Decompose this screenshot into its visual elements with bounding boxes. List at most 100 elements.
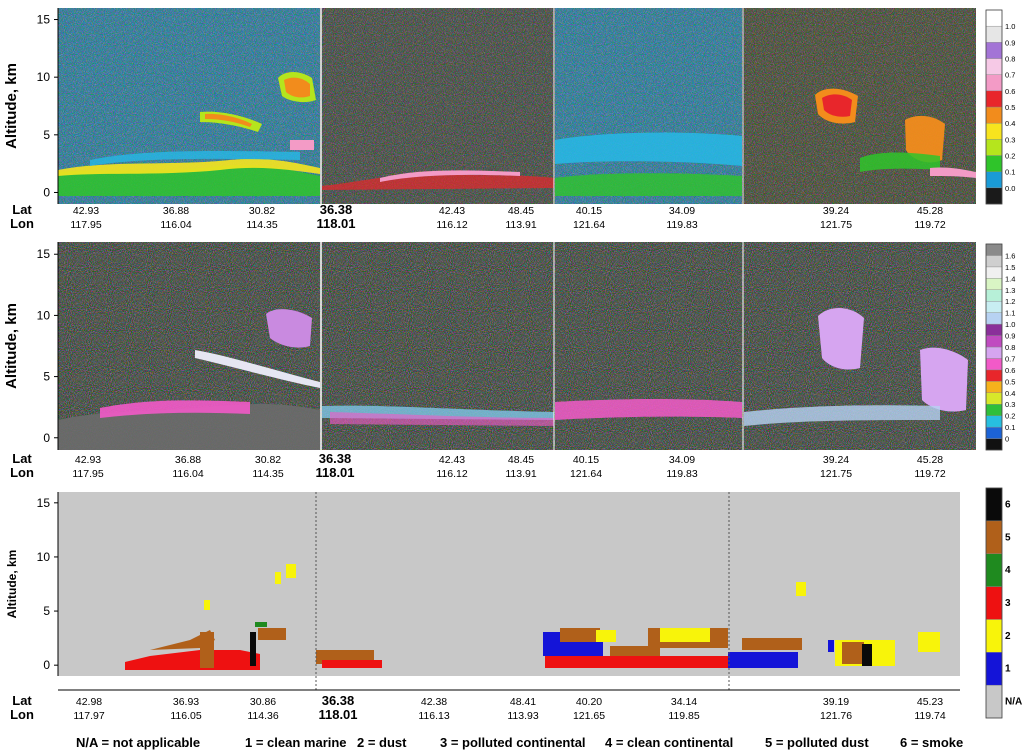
colorbar-tick-label: 1.4 [1005, 274, 1015, 283]
depol-high-cloud-1 [266, 309, 312, 348]
colorbar-tick-label: N/A [1005, 697, 1022, 708]
colorbar-frame [985, 243, 1003, 451]
depol-smoke-4 [818, 307, 864, 370]
subtype-blocks [125, 564, 940, 670]
x-tick-lat: 30.82 [249, 205, 275, 217]
colorbar-tick-label: 0.7 [1005, 71, 1015, 80]
legend-entry: 1 = clean marine [245, 735, 347, 750]
y-axis-label: Altitude, km [3, 303, 20, 389]
smoke-layer-5 [905, 115, 945, 163]
colorbar-swatch [985, 520, 1003, 554]
boundary-layer-3 [555, 173, 742, 196]
y-tick-label: 10 [37, 70, 51, 84]
colorbar-swatch [985, 586, 1003, 620]
x-tick-lat: 30.82 [255, 454, 281, 466]
x-tick-lon: 119.74 [914, 710, 945, 722]
block-dust [286, 564, 296, 578]
x-tick-lon: 121.75 [820, 219, 852, 231]
colorbar-tick-label: 1.3 [1005, 286, 1015, 295]
backscatter-y-axis: Altitude, km 0 5 10 15 [3, 8, 59, 204]
block-clean-marine [828, 640, 834, 652]
x-tick-lon: 121.75 [820, 468, 852, 480]
smoke-layer-4-core [822, 94, 852, 117]
lat-label: Lat [12, 202, 32, 217]
colorbar-tick-label: 2 [1005, 631, 1011, 642]
colorbar-swatch [985, 171, 1003, 189]
colorbar-tick-label: 6 [1005, 499, 1011, 510]
colorbar-swatch [985, 392, 1003, 405]
colorbar-swatch [985, 369, 1003, 382]
block-polluted-continental [125, 650, 260, 670]
colorbar-swatch [985, 90, 1003, 108]
x-tick-lat: 36.38 [319, 451, 352, 466]
colorbar-swatch [985, 25, 1003, 43]
x-tick-lat: 36.93 [173, 696, 199, 708]
colorbar-swatch [985, 652, 1003, 686]
x-tick-lat: 48.41 [510, 696, 536, 708]
colorbar-tick-label: 0.4 [1005, 119, 1015, 128]
depol-boundary-1 [100, 400, 250, 418]
x-tick-lon: 119.85 [668, 710, 699, 722]
x-tick-lon: 117.97 [73, 710, 104, 722]
x-tick-lon: 121.64 [573, 219, 605, 231]
block-polluted-dust [610, 646, 660, 656]
x-tick-lat: 40.15 [573, 454, 599, 466]
y-tick-label: 5 [43, 128, 50, 142]
block-dust [918, 632, 940, 652]
y-tick-label: 0 [43, 185, 50, 199]
colorbar-swatch [985, 278, 1003, 290]
block-clean-continental [255, 622, 267, 627]
colorbar-tick-label: 0.2 [1005, 152, 1015, 161]
green-layer-4 [860, 152, 940, 172]
x-tick-lat: 36.38 [320, 202, 353, 217]
y-tick-label: 15 [37, 13, 51, 27]
colorbar-tick-label: 1.0 [1005, 320, 1015, 329]
colorbar-swatch [985, 438, 1003, 451]
block-smoke [862, 644, 872, 666]
block-dust [796, 582, 806, 596]
colorbar-swatch [985, 684, 1003, 719]
x-tick-lat: 42.43 [439, 205, 465, 217]
x-tick-lat: 48.45 [508, 205, 534, 217]
y-tick-label: 10 [37, 550, 51, 564]
x-tick-lat: 45.23 [917, 696, 943, 708]
y-tick-label: 0 [43, 431, 50, 445]
depol-layer-3 [555, 399, 742, 420]
colorbar-swatch [985, 74, 1003, 92]
x-tick-lat: 42.38 [421, 696, 447, 708]
boundary-layer-2-top [380, 170, 520, 182]
x-tick-lat: 40.15 [576, 205, 602, 217]
colorbar-swatch [985, 619, 1003, 653]
x-tick-lon: 119.83 [666, 468, 697, 480]
x-tick-lat: 42.93 [75, 454, 101, 466]
block-polluted-dust [258, 628, 286, 640]
depol-smoke-5 [920, 347, 968, 412]
colorbar-swatch [985, 289, 1003, 302]
colorbar-swatch [985, 404, 1003, 416]
x-tick-lat: 42.98 [76, 696, 102, 708]
block-dust [596, 630, 616, 642]
y-tick-label: 0 [43, 658, 50, 672]
colorbar-tick-label: 0.3 [1005, 135, 1015, 144]
colorbar-tick-label: 0.5 [1005, 103, 1015, 112]
lon-label: Lon [10, 465, 34, 480]
x-tick-lat: 34.14 [671, 696, 697, 708]
block-clean-marine [728, 652, 798, 668]
colorbar-swatch [985, 323, 1003, 336]
block-polluted-dust [200, 632, 214, 668]
x-tick-lat: 42.43 [439, 454, 465, 466]
colorbar-swatch [985, 58, 1003, 75]
colorbar-tick-label: 1 [1005, 664, 1011, 675]
x-tick-lon: 119.83 [666, 219, 697, 231]
colorbar-swatch [985, 358, 1003, 371]
x-tick-lat: 45.28 [917, 205, 943, 217]
x-tick-lon: 119.72 [914, 468, 945, 480]
colorbar-swatch [985, 312, 1003, 325]
colorbar-swatch [985, 106, 1003, 124]
backscatter-colorbar: 0.0 0.1 0.2 0.3 0.4 0.5 0.6 0.7 0.8 0.9 1.0 [985, 9, 1015, 205]
